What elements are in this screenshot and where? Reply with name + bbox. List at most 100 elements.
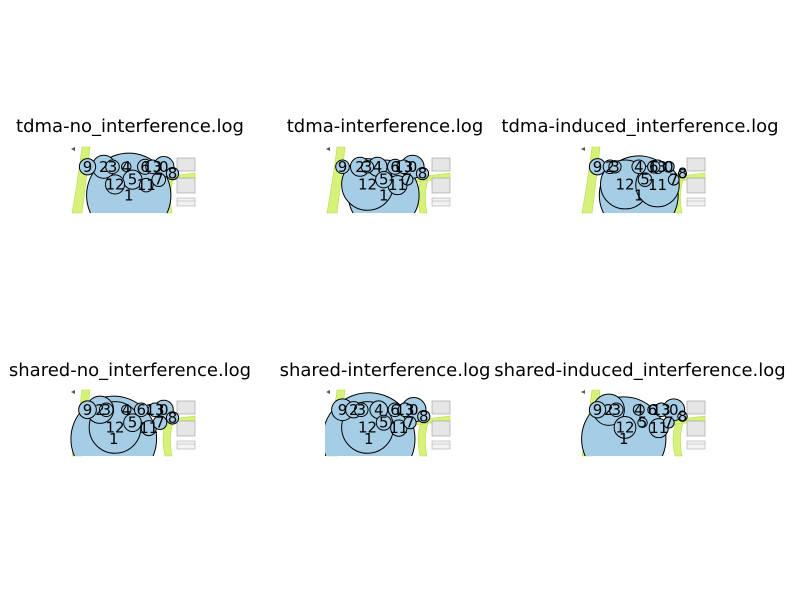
node-label-3: 3 (610, 158, 620, 176)
bubble-node-11 (138, 177, 154, 193)
node-label-6: 6 (648, 401, 658, 419)
subplot-title: shared-no_interference.log (9, 360, 251, 381)
bubble-node-5 (637, 417, 648, 428)
node-label-3: 3 (101, 401, 111, 419)
bubble-node-4 (120, 161, 132, 173)
node-label-12: 12 (358, 418, 377, 436)
node-label-7: 7 (405, 414, 415, 432)
bubble-node-12 (613, 416, 637, 439)
node-label-4: 4 (121, 401, 131, 419)
node-label-5: 5 (128, 414, 138, 432)
bubble-node-6 (647, 160, 661, 174)
node-label-13: 13 (652, 401, 671, 419)
node-label-8: 8 (168, 409, 178, 427)
node-label-1: 1 (124, 186, 134, 204)
bubble-node-9 (78, 158, 97, 176)
node-label-2: 2 (99, 158, 109, 176)
node-label-7: 7 (155, 414, 165, 432)
node-label-11: 11 (389, 419, 408, 437)
bubble-node-13 (145, 159, 160, 175)
bubble-layer (70, 395, 180, 456)
node-label-11: 11 (648, 176, 667, 194)
bubble-node-13 (147, 402, 163, 418)
node-label-12: 12 (105, 175, 124, 193)
node-label-2: 2 (355, 158, 365, 176)
bubble-node-5 (375, 414, 392, 431)
node-label-0: 0 (664, 158, 674, 176)
bubble-node-8 (415, 166, 430, 181)
node-label-2: 2 (95, 401, 105, 419)
subplot-title: tdma-induced_interference.log (501, 116, 778, 137)
bubble-node-3 (98, 402, 114, 418)
node-label-0: 0 (669, 401, 679, 419)
node-label-2: 2 (605, 158, 615, 176)
node-label-4: 4 (374, 401, 384, 419)
bubble-node-4 (120, 404, 132, 416)
node-label-8: 8 (678, 408, 688, 426)
node-label-12: 12 (615, 418, 634, 436)
node-label-12: 12 (615, 175, 634, 193)
node-label-13: 13 (145, 401, 164, 419)
node-label-9: 9 (593, 158, 603, 176)
node-label-8: 8 (168, 165, 178, 183)
node-label-3: 3 (363, 158, 373, 176)
node-label-0: 0 (409, 401, 419, 419)
bubble-node-3 (360, 160, 375, 174)
node-label-11: 11 (139, 419, 158, 437)
node-label-13: 13 (648, 158, 667, 176)
node-label-12: 12 (358, 175, 377, 193)
node-label-11: 11 (388, 176, 407, 194)
node-label-1: 1 (109, 430, 119, 448)
bubble-node-13 (396, 159, 412, 175)
bubble-node-12 (104, 174, 126, 195)
bubble-layer (588, 155, 688, 213)
node-label-0: 0 (159, 158, 169, 176)
node-label-3: 3 (356, 401, 366, 419)
node-label-5: 5 (128, 171, 138, 189)
bubble-node-5 (375, 171, 393, 189)
bubble-node-9 (588, 401, 607, 419)
bubble-node-8 (677, 168, 688, 179)
node-label-0: 0 (408, 158, 418, 176)
node-label-5: 5 (640, 171, 650, 189)
node-label-9: 9 (83, 401, 93, 419)
node-label-12: 12 (105, 418, 124, 436)
bubble-node-4 (632, 403, 645, 416)
node-label-1: 1 (379, 186, 389, 204)
subplot-title: tdma-interference.log (287, 116, 484, 137)
node-label-6: 6 (136, 401, 146, 419)
node-label-4: 4 (634, 401, 644, 419)
node-label-8: 8 (678, 165, 688, 183)
node-label-6: 6 (390, 401, 400, 419)
bubble-node-7 (152, 415, 168, 430)
node-label-8: 8 (418, 165, 428, 183)
subplot-title: shared-induced_interference.log (494, 360, 785, 381)
node-label-9: 9 (338, 158, 348, 176)
bubble-node-3 (608, 160, 622, 174)
bubble-layer (581, 393, 688, 456)
node-label-2: 2 (349, 401, 359, 419)
bubble-node-3 (353, 402, 369, 418)
node-label-6: 6 (140, 158, 150, 176)
node-label-11: 11 (137, 176, 156, 194)
bubble-node-9 (78, 400, 97, 420)
node-label-2: 2 (604, 401, 614, 419)
bubble-layer (78, 152, 180, 213)
bubble-node-4 (631, 159, 647, 175)
node-label-5: 5 (379, 414, 389, 432)
node-label-11: 11 (649, 419, 668, 437)
subplot-title: shared-interference.log (280, 360, 491, 381)
bubble-layer (335, 154, 430, 213)
